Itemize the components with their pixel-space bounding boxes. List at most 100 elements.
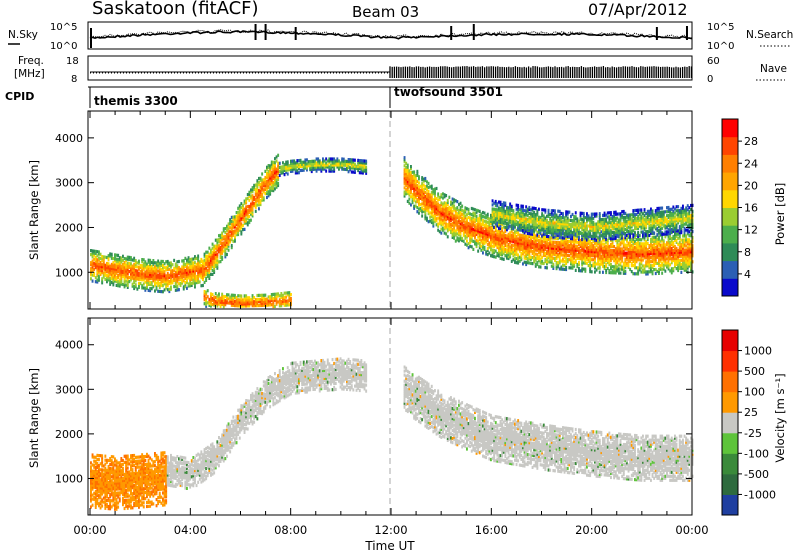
heat-cell (274, 292, 276, 296)
heat-cell (518, 235, 521, 239)
heat-cell (438, 205, 441, 210)
heat-cell (514, 234, 516, 238)
heat-cell (186, 270, 188, 274)
heat-cell (170, 265, 172, 269)
heat-cell (166, 274, 169, 278)
heat-cell (224, 231, 227, 235)
heat-cell (274, 173, 276, 177)
heat-cell (208, 254, 211, 258)
heat-cell (582, 222, 585, 226)
heat-cell (498, 210, 500, 214)
heat-cell (442, 214, 444, 218)
heat-cell (440, 223, 443, 227)
heat-cell (486, 216, 489, 220)
heat-cell (611, 242, 614, 247)
heat-cell (573, 250, 576, 254)
heat-cell (563, 220, 566, 224)
heat-cell (403, 176, 406, 180)
heat-cell (480, 232, 483, 236)
heat-cell (419, 192, 422, 196)
heat-cell (118, 270, 121, 274)
heat-cell (584, 243, 587, 247)
heat-cell (538, 257, 540, 261)
heat-cell (162, 268, 164, 272)
heat-cell (246, 209, 249, 213)
heat-cell (514, 225, 516, 229)
heat-cell (603, 266, 606, 270)
heat-cell (251, 188, 254, 192)
heat-cell (253, 183, 256, 187)
heat-cell (342, 159, 345, 163)
heat-cell (560, 211, 563, 216)
heat-cell (256, 304, 259, 308)
heat-cell (485, 232, 488, 236)
heat-cell (512, 227, 515, 231)
heat-cell (483, 245, 486, 249)
heat-cell (504, 213, 507, 217)
heat-cell (112, 271, 115, 275)
heat-cell (213, 268, 216, 272)
heat-cell (506, 222, 508, 226)
heat-cell (621, 231, 624, 235)
heat-cell (432, 198, 435, 202)
heat-cell (621, 216, 624, 220)
heat-cell (326, 159, 329, 163)
heat-cell (619, 263, 622, 267)
heat-cell (486, 230, 489, 234)
heat-cell (442, 226, 444, 230)
heat-cell (114, 255, 116, 259)
heat-cell (136, 271, 139, 275)
heat-cell (493, 239, 496, 243)
heat-cell (125, 257, 128, 261)
heat-cell (531, 228, 534, 232)
heat-cell (534, 256, 537, 260)
heat-cell (171, 269, 174, 273)
heat-cell (443, 193, 446, 197)
heat-cell (413, 204, 416, 208)
heat-cell (430, 198, 433, 202)
heat-cell (248, 198, 251, 202)
heat-cell (323, 165, 326, 169)
heat-cell (419, 194, 422, 198)
heat-cell (621, 253, 624, 257)
heat-cell (550, 229, 553, 233)
heat-cell (522, 250, 524, 254)
heat-cell (549, 231, 552, 235)
heat-cell (286, 291, 289, 295)
heat-cell (557, 243, 560, 247)
heat-cell (523, 246, 526, 250)
heat-cell (442, 206, 444, 210)
heat-cell (560, 224, 563, 228)
heat-cell (107, 272, 110, 276)
heat-cell (450, 230, 452, 235)
heat-cell (483, 235, 486, 239)
heat-cell (427, 206, 430, 210)
heat-cell (494, 218, 497, 222)
heat-cell (475, 224, 478, 228)
heat-cell (486, 234, 489, 238)
heat-cell (522, 244, 524, 248)
heat-cell (610, 242, 612, 247)
heat-cell (590, 236, 593, 240)
heat-cell (211, 254, 214, 258)
heat-cell (493, 219, 496, 223)
heat-cell (582, 261, 585, 265)
heat-cell (254, 201, 257, 205)
heat-cell (318, 163, 321, 167)
heat-cell (226, 242, 228, 246)
heat-cell (278, 165, 281, 169)
heat-cell (352, 166, 355, 170)
heat-cell (550, 225, 553, 229)
heat-cell (595, 224, 598, 228)
heat-cell (627, 221, 630, 225)
heat-cell (514, 213, 516, 217)
heat-cell (622, 237, 625, 241)
heat-cell (568, 230, 571, 234)
heat-cell (413, 184, 416, 188)
heat-cell (186, 286, 188, 290)
heat-cell (198, 274, 201, 278)
heat-cell (589, 218, 592, 222)
heat-cell (158, 273, 161, 277)
heat-cell (482, 237, 484, 241)
heat-cell (416, 210, 419, 214)
